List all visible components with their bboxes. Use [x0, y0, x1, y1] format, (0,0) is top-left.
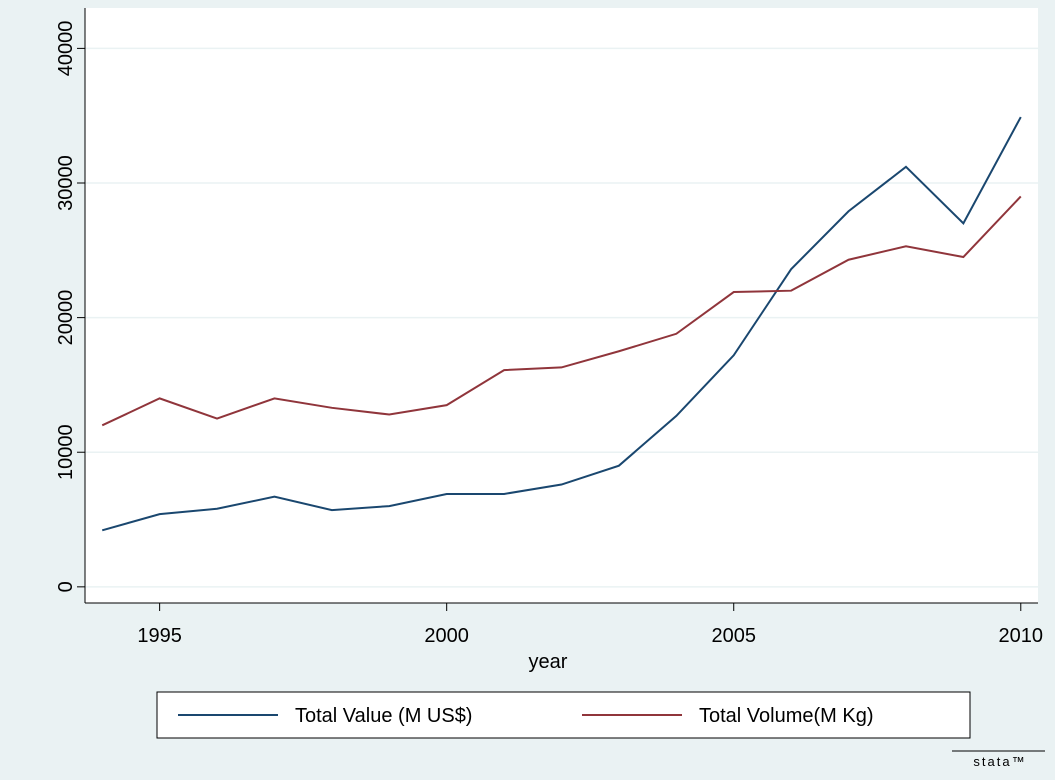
y-tick-label: 20000 [55, 290, 77, 346]
x-tick-label: 2005 [711, 625, 756, 647]
brand: stata™ [973, 754, 1026, 769]
y-tick-label: 0 [55, 581, 77, 592]
y-tick-label: 10000 [55, 424, 77, 480]
x-axis-label: year [529, 651, 568, 673]
data-line [101, 195, 1022, 427]
plot-area [85, 8, 1038, 603]
legend-label: Total Volume(M Kg) [699, 705, 874, 727]
y-tick-label: 30000 [55, 155, 77, 211]
data-line [101, 116, 1022, 532]
x-tick-label: 1995 [137, 625, 182, 647]
y-tick-label: 40000 [55, 21, 77, 77]
x-tick-label: 2000 [424, 625, 469, 647]
legend-box [156, 691, 971, 739]
legend-label: Total Value (M US$) [295, 705, 472, 727]
x-tick-label: 2010 [999, 625, 1044, 647]
